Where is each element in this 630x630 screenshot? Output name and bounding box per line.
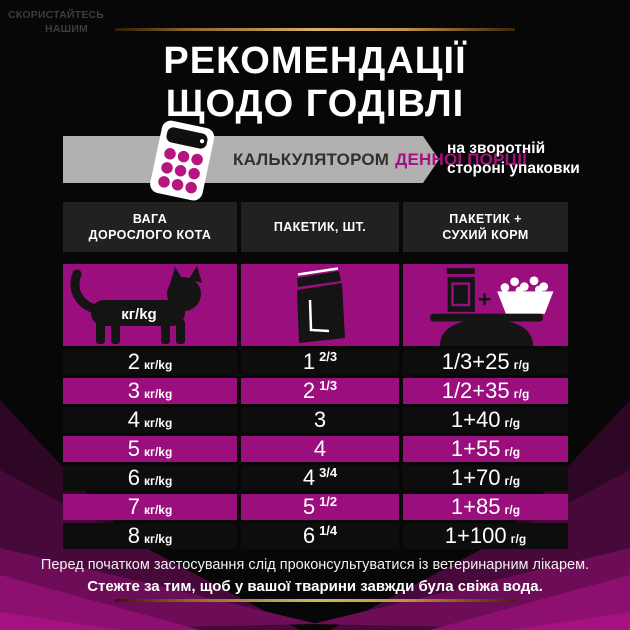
svg-text:кг/kg: кг/kg <box>121 306 156 323</box>
page-title: РЕКОМЕНДАЦІЇ ЩОДО ГОДІВЛІ <box>0 40 630 127</box>
banner-back-side-label: на зворотній стороні упаковки <box>447 139 580 180</box>
cell-mix-3: 1/2+35 г/g <box>403 378 568 404</box>
pouch-plus-dry-food-scale-icon: + <box>430 268 554 346</box>
table-body: кг/kg + <box>63 264 568 549</box>
banner-calculator-label: КАЛЬКУЛЯТОРОМ ДЕННОЇ ПОРЦІЇ <box>233 136 527 183</box>
cell-mix-7: 1+85 г/g <box>403 494 568 520</box>
calculator-banner <box>63 136 439 183</box>
header-cell-pouch-plus-dry: ПАКЕТИК + СУХИЙ КОРМ <box>403 202 568 252</box>
cell-mix-2: 1/3+25 г/g <box>403 349 568 375</box>
use-our-line2: НАШИМ <box>44 22 88 35</box>
fresh-water-note: Стежте за тим, щоб у вашої тварини завжд… <box>87 578 543 595</box>
bottom-divider <box>115 599 515 602</box>
header-cell-cat-weight: ВАГА ДОРОСЛОГО КОТА <box>63 202 237 252</box>
calculator-word: КАЛЬКУЛЯТОРОМ <box>233 149 390 169</box>
cell-weight-4: 4 кг/kg <box>63 407 237 433</box>
banner-use-our-label: СКОРИСТАЙТЕСЬ НАШИМ <box>8 9 104 36</box>
cell-pouches-3: 2 1/3 <box>241 378 399 404</box>
cell-weight-7: 7 кг/kg <box>63 494 237 520</box>
cell-weight-8: 8 кг/kg <box>63 523 237 549</box>
header-cell-pouches: ПАКЕТИК, ШТ. <box>241 202 399 252</box>
pouch-icon-cell <box>241 264 399 346</box>
cell-mix-4: 1+40 г/g <box>403 407 568 433</box>
cell-weight-2: 2 кг/kg <box>63 349 237 375</box>
cell-weight-3: 3 кг/kg <box>63 378 237 404</box>
table-header-row: ВАГА ДОРОСЛОГО КОТА ПАКЕТИК, ШТ. ПАКЕТИК… <box>63 202 568 252</box>
cell-pouches-8: 6 1/4 <box>241 523 399 549</box>
cell-mix-5: 1+55 г/g <box>403 436 568 462</box>
back-side-line2: стороні упаковки <box>447 160 580 178</box>
pouch-icon <box>297 267 345 343</box>
cell-pouches-4: 3 <box>241 407 399 433</box>
cell-weight-6: 6 кг/kg <box>63 465 237 491</box>
title-line-2: ЩОДО ГОДІВЛІ <box>165 83 465 126</box>
pouch-plus-dry-food-scale-icon-cell: + <box>403 264 568 346</box>
calculator-icon <box>150 120 215 201</box>
cell-weight-5: 5 кг/kg <box>63 436 237 462</box>
cat-weight-icon: кг/kg <box>70 266 202 344</box>
cell-pouches-2: 1 2/3 <box>241 349 399 375</box>
cell-pouches-5: 4 <box>241 436 399 462</box>
cell-pouches-7: 5 1/2 <box>241 494 399 520</box>
vet-consultation-note: Перед початком застосування слід проконс… <box>40 557 590 573</box>
top-divider <box>115 28 515 31</box>
back-side-line1: на зворотній <box>447 140 546 157</box>
cell-mix-6: 1+70 г/g <box>403 465 568 491</box>
svg-text:+: + <box>478 286 492 312</box>
use-our-line1: СКОРИСТАЙТЕСЬ <box>8 9 105 21</box>
cat-weight-icon-cell: кг/kg <box>63 264 237 346</box>
daily-portion-words: ДЕННОЇ ПОРЦІЇ <box>395 149 528 169</box>
cell-pouches-6: 4 3/4 <box>241 465 399 491</box>
cell-mix-8: 1+100 г/g <box>403 523 568 549</box>
title-line-1: РЕКОМЕНДАЦІЇ <box>163 40 467 82</box>
